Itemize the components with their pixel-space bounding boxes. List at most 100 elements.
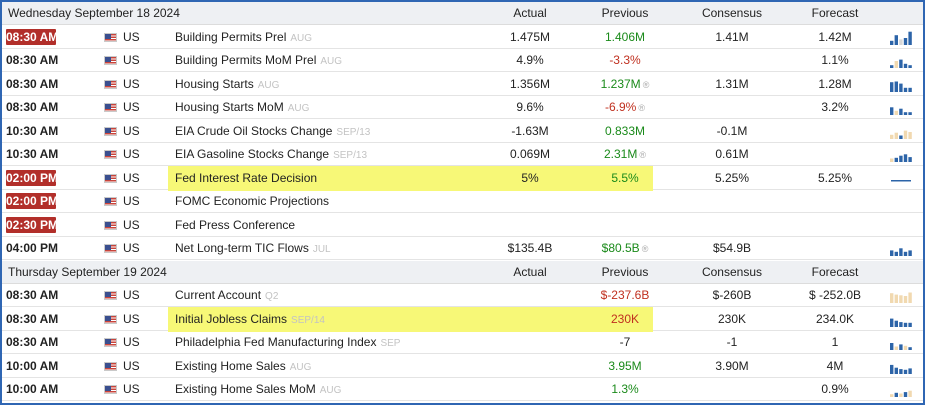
event-name[interactable]: EIA Gasoline Stocks Change	[175, 147, 330, 161]
trend-sparkline[interactable]	[889, 241, 913, 257]
trend-sparkline[interactable]	[889, 147, 913, 163]
trend-sparkline[interactable]	[889, 171, 913, 187]
event-name-link[interactable]: Current Account Q2	[175, 284, 278, 306]
calendar-row[interactable]: 10:00 AM US Existing Home Sales MoM AUG 1.3%…	[2, 378, 923, 401]
event-name-link[interactable]: EIA Crude Oil Stocks Change SEP/13	[175, 120, 370, 142]
event-name[interactable]: Fed Press Conference	[175, 217, 296, 232]
event-name-link[interactable]: Housing Starts MoM AUG	[175, 96, 309, 118]
calendar-row[interactable]: 02:30 PM US Fed Press Conference	[2, 214, 923, 237]
sparkline-bar	[908, 390, 912, 397]
event-name[interactable]: Housing Starts	[175, 76, 254, 91]
calendar-row[interactable]: 08:30 AM US Building Permits Prel AUG 1.475M…	[2, 26, 923, 49]
event-name-link[interactable]: EIA Gasoline Stocks Change SEP/13	[175, 143, 367, 165]
calendar-row[interactable]: 10:30 AM US EIA Crude Oil Stocks Change SEP…	[2, 120, 923, 143]
event-name-link[interactable]: Building Permits Prel AUG	[175, 26, 312, 48]
forecast-value: 1.28M	[818, 76, 852, 91]
event-period: AUG	[287, 103, 310, 114]
trend-sparkline[interactable]	[889, 124, 913, 140]
trend-sparkline[interactable]	[889, 288, 913, 304]
trend-sparkline[interactable]	[889, 100, 913, 116]
calendar-row[interactable]: 02:00 PM US FOMC Economic Projections	[2, 190, 923, 213]
event-name[interactable]: Net Long-term TIC Flows	[175, 241, 309, 255]
event-name[interactable]: Existing Home Sales MoM	[175, 382, 316, 396]
event-name-link[interactable]: Initial Jobless Claims SEP/14	[175, 308, 325, 330]
event-name-link[interactable]: Fed Press Conference	[175, 214, 299, 236]
event-name[interactable]: EIA Crude Oil Stocks Change	[175, 123, 333, 138]
consensus-value	[682, 190, 782, 212]
event-name[interactable]: Initial Jobless Claims	[175, 311, 288, 326]
event-period: AUG	[257, 79, 280, 91]
previous-column-header[interactable]: Previous	[601, 6, 649, 20]
actual-column-header[interactable]: Actual	[513, 6, 547, 20]
forecast-column-header[interactable]: Forecast	[811, 6, 859, 20]
sparkline-bar	[890, 364, 894, 374]
calendar-row[interactable]: 08:30 AM US Initial Jobless Claims SEP/14 23…	[2, 306, 923, 332]
event-name-link[interactable]: Existing Home Sales AUG	[175, 355, 311, 377]
sparkline-bar	[899, 83, 903, 92]
calendar-row[interactable]: 10:00 AM US Existing Home Sales AUG 3.95M 3.9…	[2, 355, 923, 378]
sparkline-bar	[908, 292, 912, 303]
trend-sparkline[interactable]	[889, 382, 913, 398]
sparkline-bar	[890, 158, 894, 162]
event-name-link[interactable]: Building Permits MoM Prel AUG	[175, 49, 342, 71]
event-name[interactable]: Existing Home Sales	[175, 358, 286, 373]
trend-sparkline[interactable]	[889, 53, 913, 69]
forecast-column-header[interactable]: Forecast	[811, 264, 859, 279]
event-name[interactable]: Building Permits MoM Prel	[175, 53, 317, 67]
event-name-link[interactable]: Housing Starts AUG	[175, 73, 279, 95]
previous-value: $80.5B ®	[575, 237, 675, 259]
us-flag-icon	[104, 291, 117, 300]
revised-icon[interactable]: ®	[641, 244, 649, 254]
revised-icon[interactable]: ®	[642, 79, 650, 90]
event-period: AUG	[290, 32, 313, 44]
calendar-row[interactable]: 08:30 AM US Philadelphia Fed Manufacturing…	[2, 331, 923, 354]
actual-value	[480, 214, 580, 236]
actual-value: 4.9%	[516, 53, 544, 67]
trend-sparkline[interactable]	[889, 30, 913, 46]
calendar-row[interactable]: 02:00 PM US Fed Interest Rate Decision 5% 5.…	[2, 165, 923, 191]
sparkline-bar	[894, 392, 898, 397]
actual-value: $135.4B	[507, 241, 553, 255]
calendar-row[interactable]: 04:00 PM US Net Long-term TIC Flows JUL $135…	[2, 237, 923, 260]
event-name-link[interactable]: FOMC Economic Projections	[175, 190, 333, 212]
trend-sparkline[interactable]	[889, 77, 913, 93]
sparkline-bar	[899, 321, 903, 327]
country-code: US	[123, 358, 140, 373]
event-name[interactable]: FOMC Economic Projections	[175, 194, 330, 208]
actual-value: 5%	[521, 170, 539, 185]
event-name[interactable]: Fed Interest Rate Decision	[175, 170, 318, 185]
revised-icon[interactable]: ®	[638, 103, 645, 113]
trend-sparkline[interactable]	[889, 335, 913, 351]
consensus-column-header[interactable]: Consensus	[701, 264, 763, 279]
event-time: 08:30 AM	[6, 28, 59, 45]
event-name-link[interactable]: Net Long-term TIC Flows JUL	[175, 237, 331, 259]
trend-sparkline[interactable]	[889, 359, 913, 375]
us-flag-icon	[104, 32, 117, 42]
event-name-link[interactable]: Fed Interest Rate Decision	[175, 167, 321, 189]
event-name[interactable]: Current Account	[175, 288, 262, 302]
event-name[interactable]: Building Permits Prel	[175, 29, 287, 44]
event-name[interactable]: Housing Starts MoM	[175, 100, 284, 114]
event-name[interactable]: Philadelphia Fed Manufacturing Index	[175, 335, 377, 349]
country-code: US	[123, 241, 140, 255]
trend-sparkline[interactable]	[889, 312, 913, 328]
sparkline-bar	[894, 320, 898, 327]
forecast-value: 5.25%	[817, 170, 853, 185]
consensus-column-header[interactable]: Consensus	[701, 6, 763, 20]
actual-value: 9.6%	[516, 100, 544, 114]
revised-icon[interactable]: ®	[639, 150, 646, 160]
country-code: US	[123, 170, 140, 185]
calendar-row[interactable]: 08:30 AM US Housing Starts MoM AUG 9.6% -6.9%…	[2, 96, 923, 119]
sparkline-bar	[903, 63, 908, 68]
calendar-row[interactable]: 10:30 AM US EIA Gasoline Stocks Change SEP/…	[2, 143, 923, 166]
calendar-row[interactable]: 08:30 AM US Building Permits MoM Prel AUG 4.…	[2, 49, 923, 72]
calendar-row[interactable]: 08:30 AM US Housing Starts AUG 1.356M 1.237M ®…	[2, 73, 923, 96]
actual-column-header[interactable]: Actual	[513, 264, 547, 279]
event-name-link[interactable]: Existing Home Sales MoM AUG	[175, 378, 341, 400]
event-name-link[interactable]: Philadelphia Fed Manufacturing Index SEP	[175, 331, 400, 353]
previous-column-header[interactable]: Previous	[601, 264, 649, 279]
actual-value: -1.63M	[511, 123, 549, 138]
calendar-row[interactable]: 08:30 AM US Current Account Q2 $-237.6B $-260…	[2, 284, 923, 307]
event-period: AUG	[320, 56, 343, 67]
event-time: 04:00 PM	[6, 241, 59, 255]
